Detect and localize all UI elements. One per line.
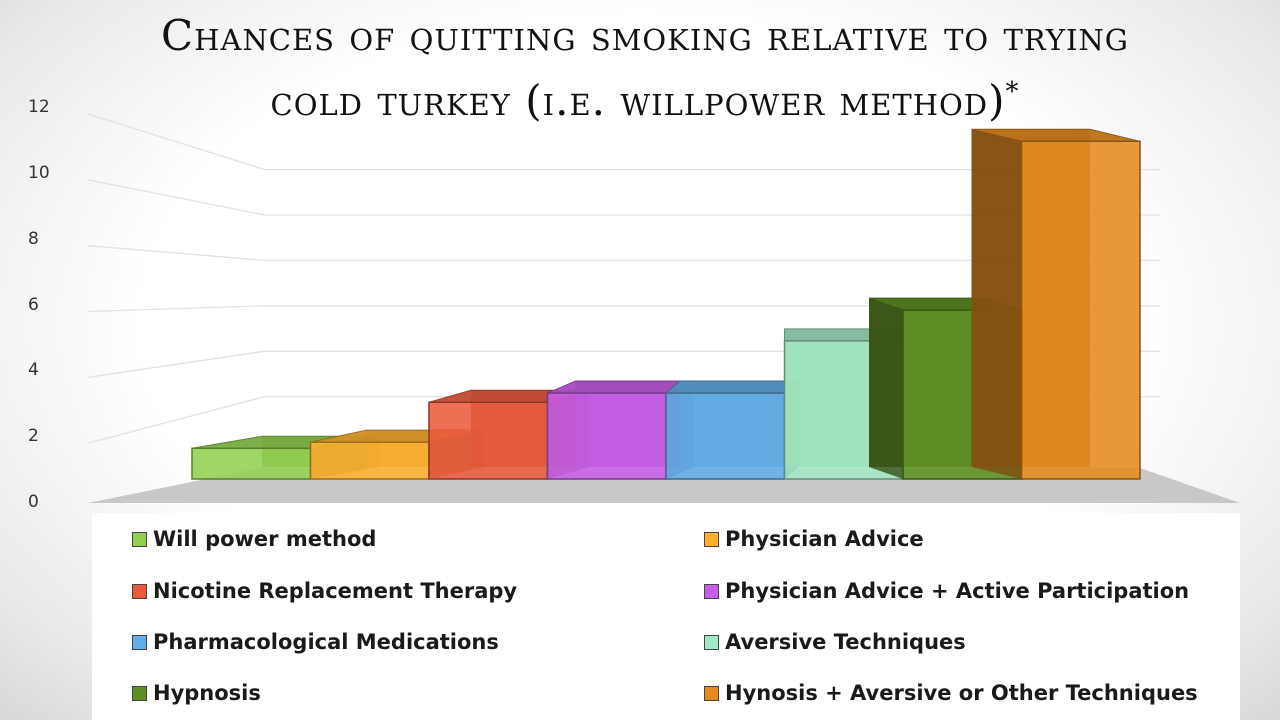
legend-swatch [704,685,719,701]
legend-label: Physician Advice + Active Participation [725,579,1190,603]
legend-item: Hynosis + Aversive or Other Techniques [704,681,1198,705]
legend-label: Physician Advice [725,527,924,551]
y-tick-label: 6 [28,294,39,315]
gridline [87,113,1160,171]
legend-label: Hynosis + Aversive or Other Techniques [725,681,1198,705]
bar-4 [664,380,800,480]
legend-swatch [704,583,719,599]
legend-swatch [132,583,147,599]
gridline [87,179,1160,216]
y-tick-label: 8 [28,228,39,249]
legend-item: Hypnosis [132,681,261,705]
legend-label: Pharmacological Medications [153,630,499,654]
legend-swatch [132,634,147,650]
legend-item: Physician Advice + Active Participation [704,579,1189,603]
legend-item: Physician Advice [704,527,924,551]
legend-label: Will power method [153,527,377,551]
legend-item: Pharmacological Medications [132,630,499,654]
legend-swatch [704,531,719,547]
y-tick-label: 2 [28,426,39,447]
chart-title: Chances of quitting smoking relative to … [120,8,1170,129]
chart-title-text: Chances of quitting smoking relative to … [161,11,1129,125]
bar-7 [971,128,1141,480]
y-tick-label: 10 [28,162,50,183]
legend-swatch [132,531,147,547]
legend-item: Nicotine Replacement Therapy [132,579,517,603]
legend-item: Will power method [132,527,376,551]
legend-swatch [132,685,147,701]
chart-legend: Will power method Physician Advice Nicotin… [92,513,1240,720]
y-tick-label: 4 [28,360,39,381]
gridline [87,245,1160,262]
title-asterisk: * [1005,77,1020,107]
gridline [87,305,1160,313]
legend-swatch [704,634,719,650]
legend-label: Aversive Techniques [725,630,966,654]
legend-label: Nicotine Replacement Therapy [153,579,518,603]
y-tick-label: 0 [28,492,39,512]
legend-item: Aversive Techniques [704,630,966,654]
legend-label: Hypnosis [153,681,261,705]
y-tick-label: 12 [28,97,50,117]
